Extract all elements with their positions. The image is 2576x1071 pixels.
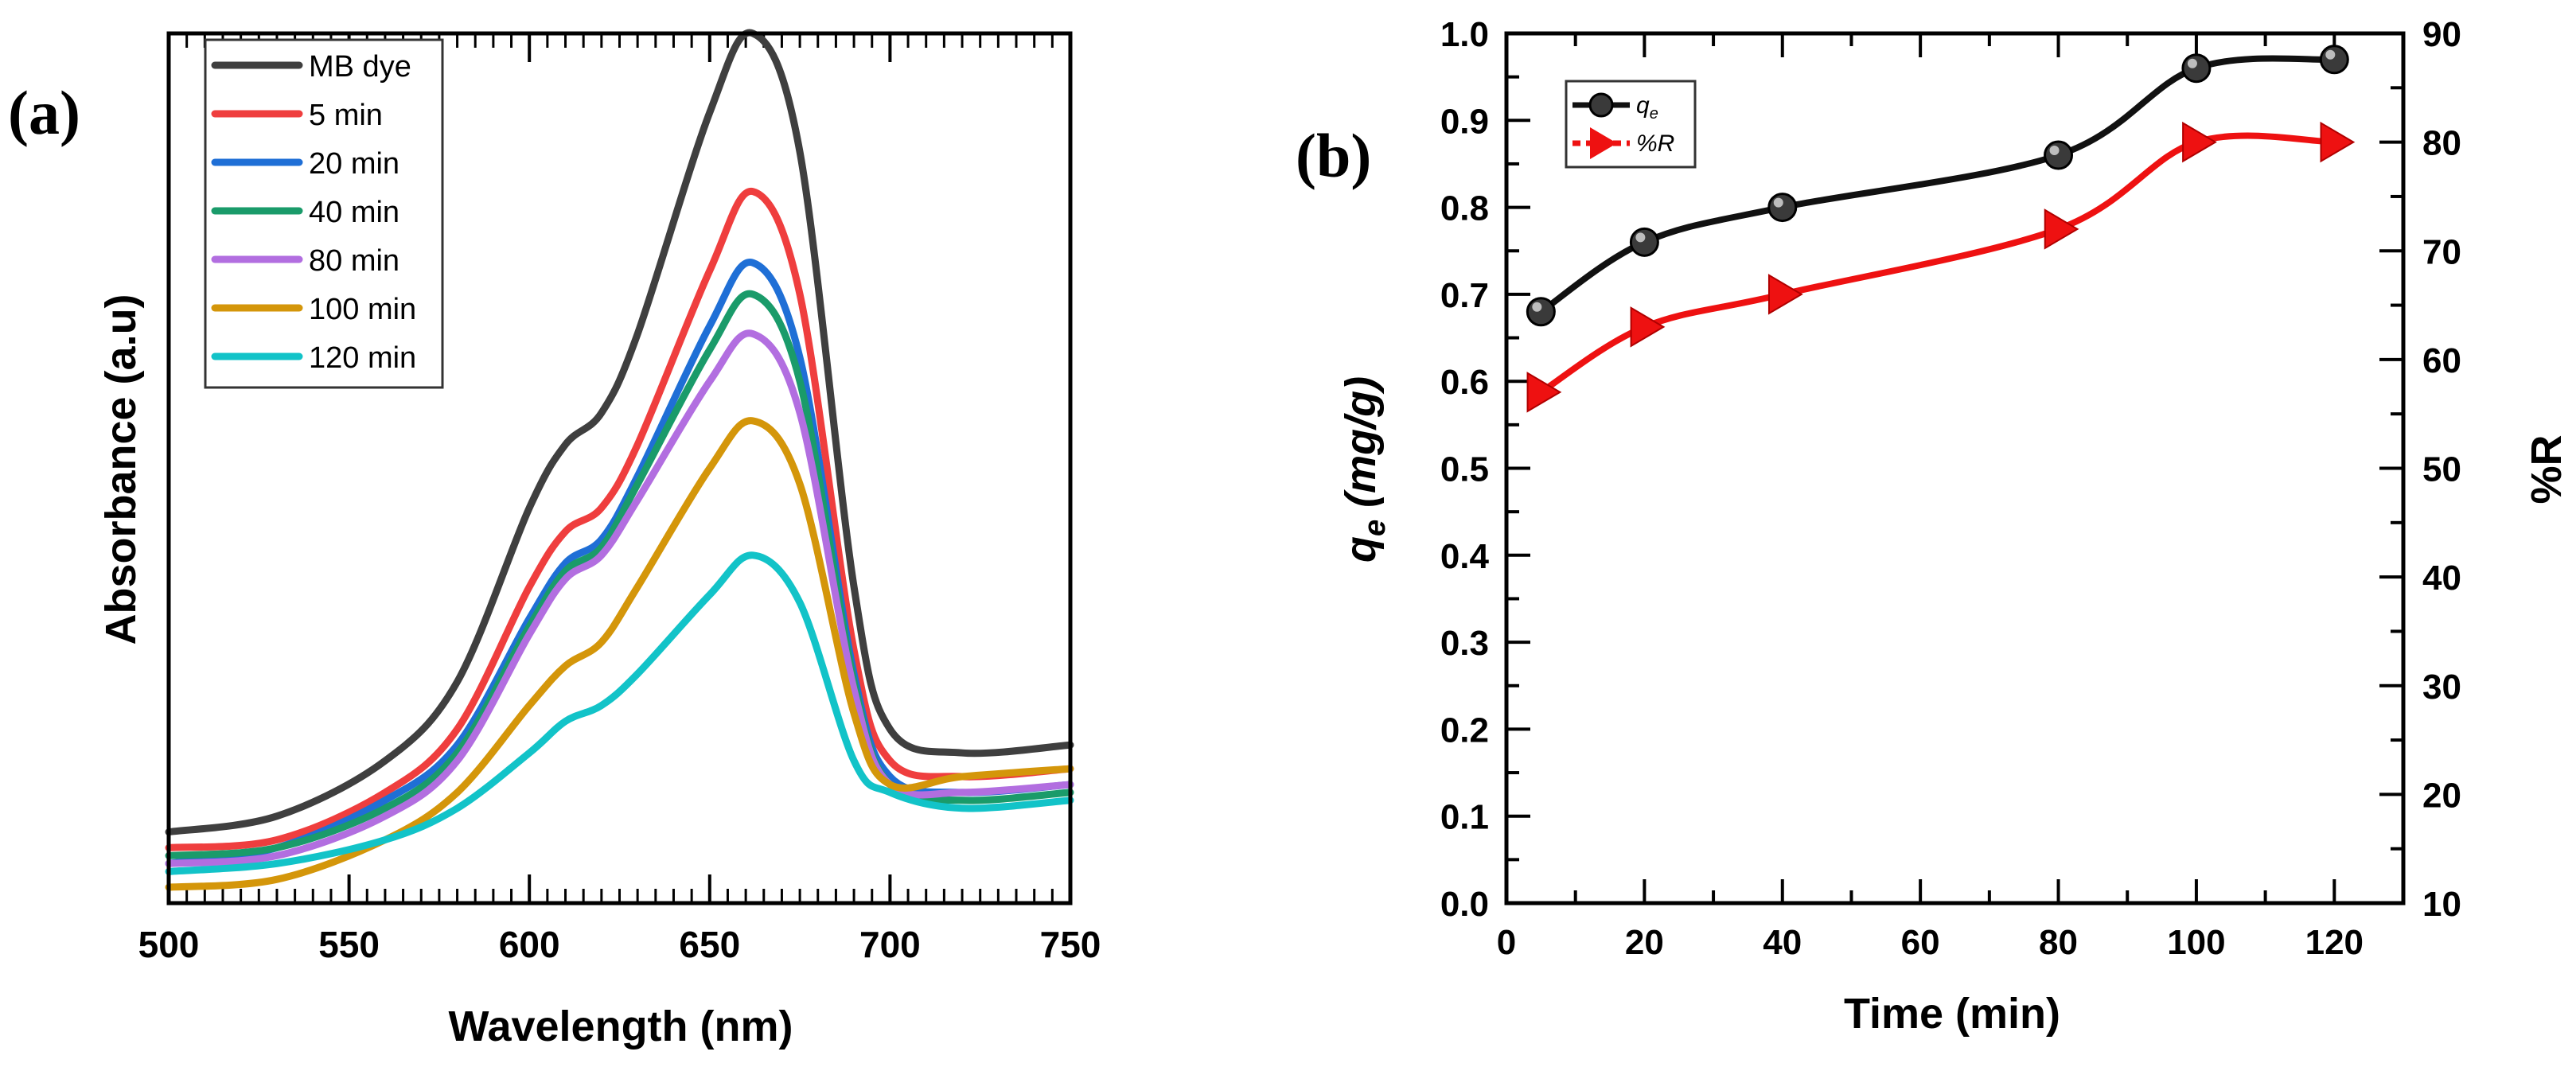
panel-b-point-highlight [2049,146,2060,156]
panel-b-point-qe [2181,53,2212,84]
panel-b-y2tick-label: 80 [2422,124,2461,163]
panel-a-legend-label: 120 min [309,341,416,375]
panel-a-ylabel: Absorbance (a.u) [97,294,145,645]
panel-b-point-r [2320,121,2356,163]
panel-a-xtick-label: 600 [499,924,560,965]
panel-b-y2tick-label: 40 [2422,559,2461,598]
panel-a-plot: 500 550 600 650 700 750 MB dye 5 min 20 min 40 mi… [138,29,1101,965]
panel-a-legend-label: 100 min [309,293,416,326]
panel-a-series-line [165,551,1074,875]
panel-b-ytick-label: 0.5 [1440,450,1489,489]
panel-b-label: (b) [1296,121,1371,190]
panel-b-point-qe [1767,193,1798,223]
panel-b-ytick-label: 0.4 [1440,537,1490,576]
panel-a-legend-label: 5 min [309,99,383,132]
panel-b-xlabel: Time (min) [1844,990,2060,1038]
panel-a-legend-label: 40 min [309,196,399,229]
panel-a-series-line [165,29,1074,836]
panel-a-legend-label: 80 min [309,244,399,278]
panel-a-xtick-label: 650 [679,924,740,965]
panel-b-ytick-label: 0.0 [1440,885,1489,924]
panel-b-point-r [2182,121,2217,163]
panel-b-y2tick-label: 60 [2422,341,2461,380]
panel-b-point-qe [1526,297,1556,327]
panel-b-frame [1504,31,2406,905]
panel-b-point-r [1630,306,1666,348]
panel-b-legend-label-r: %R [1636,130,1674,157]
panel-b-point-highlight [2325,49,2336,60]
panel-b-point-qe [2319,45,2349,75]
panel-a-xtick-label: 700 [859,924,921,965]
panel-b-xtick-label: 40 [1763,923,1802,962]
panel-b-point-r [1767,274,1803,315]
panel-a-series-line [165,329,1074,867]
panel-b-plot: 0 20 40 60 80 100 120 0.0 0.1 0.2 0.3 0.4 0.5 0.6 0.7 0… [1440,15,2461,962]
panel-b-legend [1565,80,1697,169]
panel-b-ytick-label: 0.1 [1440,798,1489,837]
panel-b-series-line [1539,132,2335,395]
panel-b-y2tick-label: 90 [2422,15,2461,54]
panel-a-legend-label: MB dye [309,50,411,84]
panel-b-y2tick-label: 10 [2422,885,2461,924]
panel-b-point-r [1526,372,1562,413]
panel-b-point-qe [2044,140,2074,170]
panel-b-xtick-label: 60 [1901,923,1940,962]
panel-b-y2tick-label: 20 [2422,776,2461,815]
panel-b-ylabel-sub: e [1358,520,1392,536]
panel-b-ytick-label: 0.2 [1440,711,1489,750]
panel-b-y2label: %R [2523,434,2570,504]
panel-b-legend-label-qe: qe [1636,92,1658,123]
panel-b-ylabel: qe (mg/g) [1337,376,1392,563]
panel-b-ytick-label: 0.9 [1440,102,1489,141]
panel-b-legend-marker-qe [1588,92,1614,118]
panel-b-ytick-label: 0.3 [1440,624,1489,663]
panel-a-xlabel: Wavelength (nm) [448,1003,793,1050]
panel-b-ytick-label: 0.6 [1440,363,1489,402]
panel-b-xtick-label: 120 [2305,923,2364,962]
panel-b-ylabel-main: q [1337,536,1385,563]
panel-a-xtick-label: 750 [1040,924,1101,965]
panel-b-ytick-label: 0.7 [1440,276,1489,315]
panel-b-point-highlight [1773,197,1783,208]
panel-a-xtick-label: 500 [138,924,200,965]
panel-b-ytick-label: 1.0 [1440,15,1489,54]
panel-b-point-highlight [1532,302,1542,312]
panel-a-label: (a) [8,78,80,147]
panel-b-point-qe [1629,227,1659,257]
panel-b-xtick-label: 0 [1497,923,1516,962]
panel-a-legend-label: 20 min [309,147,399,181]
panel-b-xtick-label: 80 [2039,923,2078,962]
panel-b-xtick-label: 100 [2167,923,2225,962]
panel-b-ylabel-units: (mg/g) [1337,376,1385,520]
panel-b-y2tick-label: 30 [2422,668,2461,707]
panel-b-xtick-label: 20 [1625,923,1664,962]
panel-b-point-r [2044,208,2079,250]
panel-a-frame [166,31,1073,905]
panel-a-series-line [165,188,1074,851]
panel-a-series-line [165,417,1074,891]
panel-a-xtick-label: 550 [318,924,380,965]
panel-b-point-highlight [1635,232,1646,243]
panel-b-y2tick-label: 70 [2422,232,2461,271]
panel-b-point-highlight [2187,58,2197,68]
panel-b-ytick-label: 0.8 [1440,189,1489,228]
panel-b-y2tick-label: 50 [2422,450,2461,489]
panel-b-legend-marker-r [1590,127,1617,159]
